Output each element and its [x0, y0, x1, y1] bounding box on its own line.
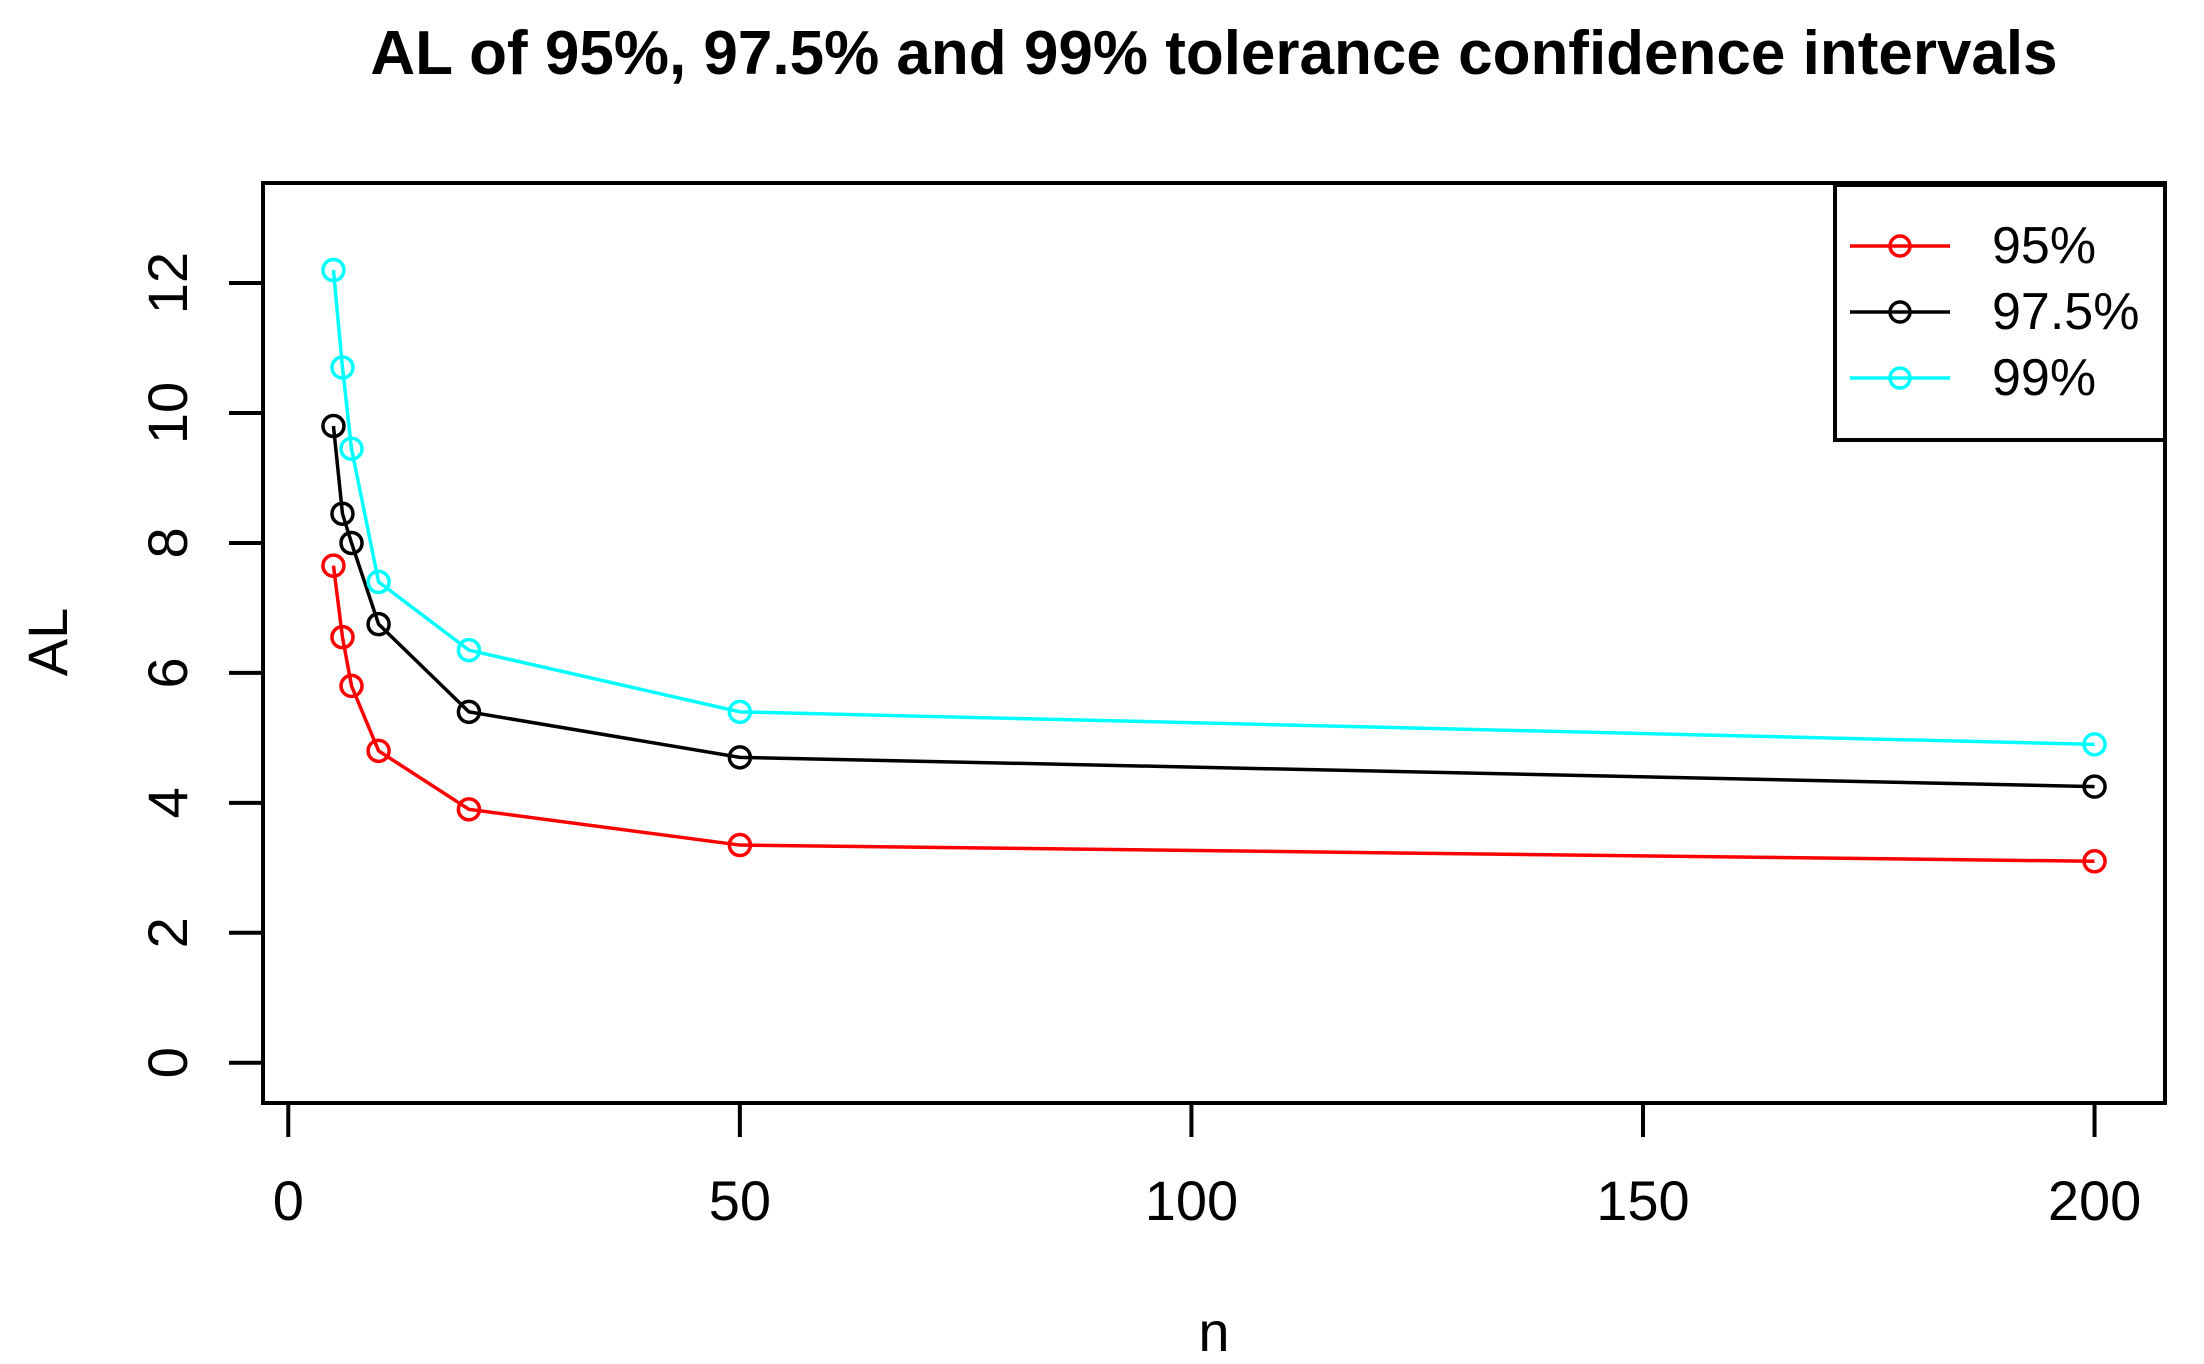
data-point	[727, 745, 753, 770]
legend-item-95: 95%	[1837, 213, 2163, 279]
series-line-97.5%	[331, 425, 2095, 789]
data-point	[330, 624, 355, 650]
y-tick-label: 0	[136, 1047, 199, 1078]
legend-label: 97.5%	[1992, 283, 2140, 341]
x-tick-label: 200	[2048, 1169, 2141, 1232]
series-line-99%	[331, 269, 2095, 747]
legend-marker	[1888, 234, 1912, 258]
data-point	[727, 699, 753, 725]
y-tick-label: 10	[136, 382, 199, 444]
data-point	[339, 673, 364, 699]
data-point	[321, 257, 346, 283]
legend-item-99: 99%	[1837, 345, 2163, 411]
y-tick-label: 2	[136, 917, 199, 948]
data-point	[330, 355, 355, 380]
data-point	[456, 797, 482, 822]
plot-frame	[261, 181, 2167, 1105]
legend-swatch-icon	[1850, 300, 1950, 324]
x-tick-label: 0	[273, 1169, 304, 1232]
legend-item-97-5: 97.5%	[1837, 279, 2163, 345]
legend: 95% 97.5% 99%	[1833, 183, 2167, 442]
data-point	[330, 501, 355, 526]
legend-swatch-icon	[1850, 234, 1950, 258]
data-point	[2082, 849, 2107, 874]
y-tick-label: 12	[136, 252, 199, 314]
data-point	[339, 530, 364, 556]
x-tick-label: 100	[1145, 1169, 1238, 1232]
data-point	[366, 738, 391, 764]
x-tick-label: 50	[709, 1169, 771, 1232]
data-point	[2082, 732, 2107, 757]
series-line-95%	[331, 565, 2095, 864]
legend-label: 95%	[1992, 217, 2097, 275]
data-point	[366, 611, 391, 637]
data-point	[321, 553, 346, 578]
x-axis-label: n	[1198, 1300, 1230, 1363]
legend-label: 99%	[1992, 349, 2097, 407]
data-point	[339, 436, 364, 461]
y-tick-label: 4	[136, 787, 199, 818]
data-point	[456, 637, 482, 663]
legend-marker	[1888, 366, 1912, 390]
x-tick-label: 150	[1596, 1169, 1689, 1232]
data-point	[2082, 774, 2107, 799]
y-tick-label: 8	[136, 527, 199, 558]
y-axis-label: AL	[16, 607, 79, 677]
legend-swatch-icon	[1850, 366, 1950, 390]
data-point	[366, 569, 391, 595]
legend-marker	[1888, 300, 1912, 324]
y-tick-label: 6	[136, 657, 199, 688]
data-point	[321, 413, 346, 439]
data-point	[727, 832, 753, 858]
chart-title: AL of 95%, 97.5% and 99% tolerance confi…	[370, 19, 2058, 88]
data-point	[456, 699, 482, 725]
